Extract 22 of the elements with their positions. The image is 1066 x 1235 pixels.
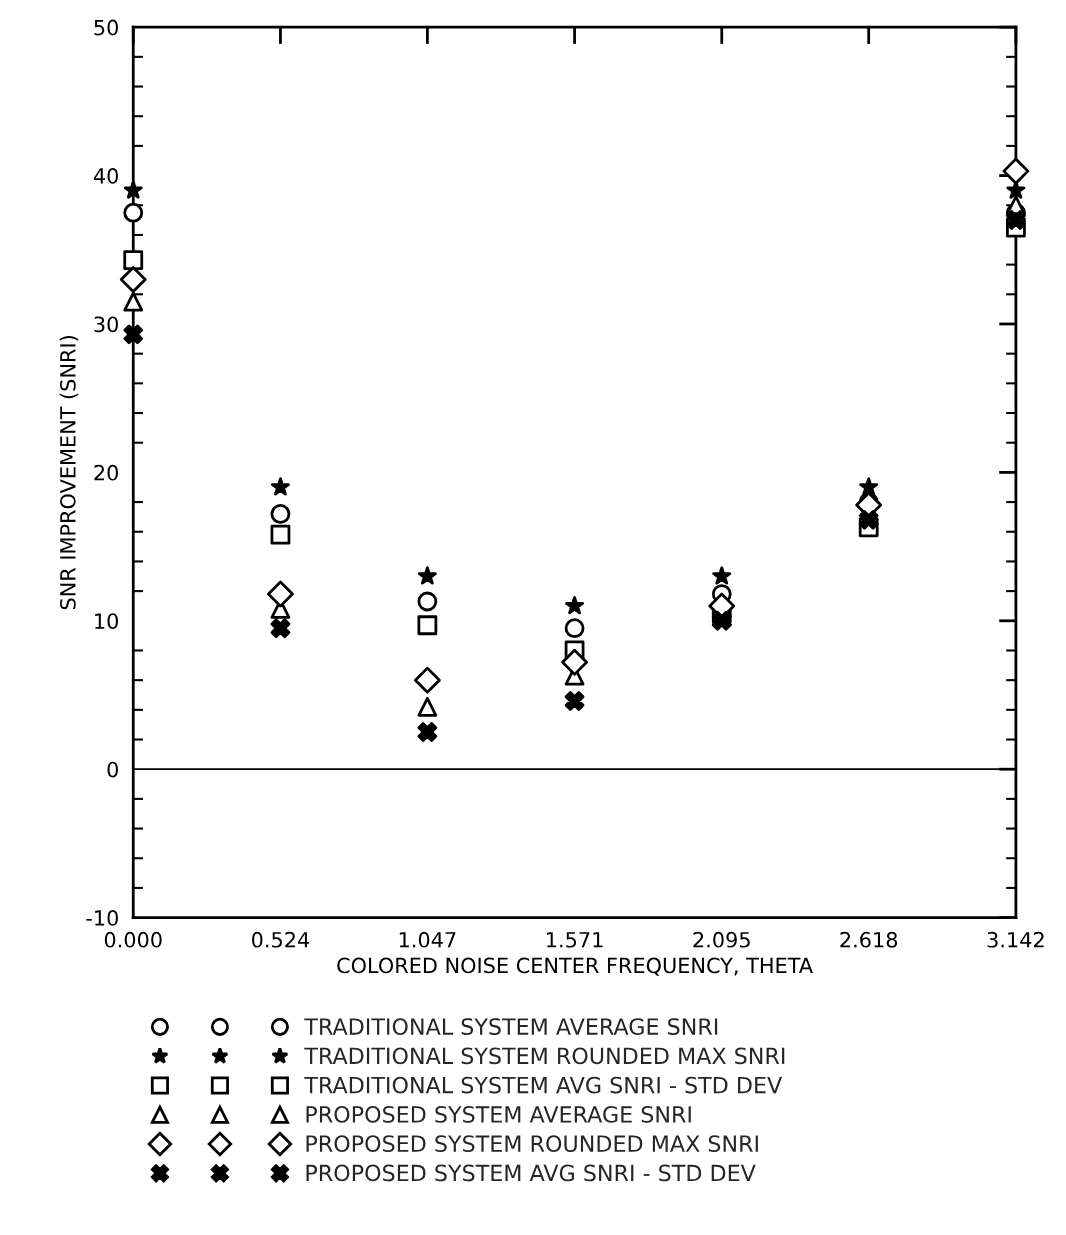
legend-label: PROPOSED SYSTEM ROUNDED MAX SNRI (306, 1135, 758, 1153)
y-tick-label: 0 (107, 761, 118, 778)
y-tick-label: 50 (94, 19, 118, 36)
y-tick-label: 30 (94, 316, 118, 333)
x-tick-label: 0.524 (252, 931, 310, 948)
legend-label: PROPOSED SYSTEM AVERAGE SNRI (306, 1105, 691, 1123)
y-tick-label: 40 (93, 168, 118, 184)
y-tick-label: 20 (94, 464, 118, 481)
y-tick-label: -10 (86, 910, 118, 926)
x-tick-label: 2.618 (840, 931, 898, 948)
y-axis-title: SNR IMPROVEMENT (SNRI) (59, 336, 79, 610)
x-tick-label: 3.142 (987, 931, 1044, 948)
legend-label: TRADITIONAL SYSTEM ROUNDED MAX SNRI (304, 1047, 785, 1065)
x-axis-title: COLORED NOISE CENTER FREQUENCY, THETA (337, 957, 813, 976)
legend-label: TRADITIONAL SYSTEM AVERAGE SNRI (304, 1018, 718, 1035)
x-tick-label: 1.047 (399, 931, 456, 948)
x-tick-label: 1.571 (547, 932, 603, 948)
legend-label: TRADITIONAL SYSTEM AVG SNRI - STD DEV (304, 1076, 783, 1094)
x-tick-label: 2.095 (693, 931, 750, 948)
y-tick-label: 10 (95, 613, 118, 629)
x-tick-label: 0.000 (104, 931, 162, 948)
legend-label: PROPOSED SYSTEM AVG SNRI - STD DEV (306, 1164, 756, 1182)
